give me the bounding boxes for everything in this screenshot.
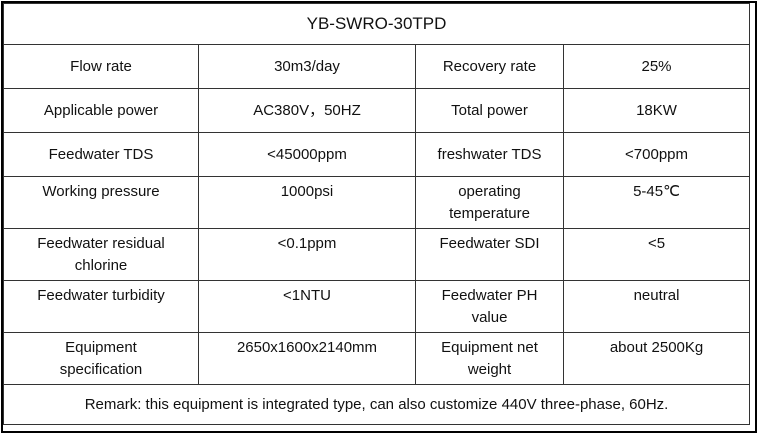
table-row: Flow rate 30m3/day Recovery rate 25% [3,44,751,89]
title-row: YB-SWRO-30TPD [2,3,751,45]
param-name: Recovery rate [415,44,564,89]
param-name: Equipment net weight [415,332,564,385]
param-value: 1000psi [198,176,416,229]
param-name: Working pressure [3,176,199,229]
param-value: <5 [562,228,751,281]
param-value: <0.1ppm [198,228,416,281]
param-value: 5-45℃ [562,176,751,229]
param-name: Feedwater TDS [3,132,199,177]
param-value: 18KW [562,88,751,133]
table-row: Equipment specification 2650x1600x2140mm E… [3,332,751,385]
param-name: freshwater TDS [415,132,564,177]
spec-table: YB-SWRO-30TPD Flow rate 30m3/day Recovery … [2,3,751,425]
table-row: Feedwater turbidity <1NTU Feedwater PH val… [3,280,751,333]
param-value: neutral [562,280,751,333]
param-name: Applicable power [3,88,199,133]
param-name: operating temperature [415,176,564,229]
table-row: Feedwater TDS <45000ppm freshwater TDS <700… [3,132,751,177]
table-row: Working pressure 1000psi operating tempera… [3,176,751,229]
param-name: Feedwater turbidity [3,280,199,333]
param-value: AC380V，50HZ [198,88,416,133]
param-name: Equipment specification [3,332,199,385]
param-name: Total power [415,88,564,133]
param-name: Feedwater SDI [415,228,564,281]
table-title: YB-SWRO-30TPD [2,3,751,45]
param-value: <1NTU [198,280,416,333]
param-value: 25% [562,44,751,89]
param-value: about 2500Kg [562,332,751,385]
param-name: Feedwater residual chlorine [3,228,199,281]
remark-row: Remark: this equipment is integrated typ… [2,384,751,425]
param-value: 2650x1600x2140mm [198,332,416,385]
param-value: <700ppm [562,132,751,177]
param-value: <45000ppm [198,132,416,177]
table-row: Applicable power AC380V，50HZ Total power 18… [3,88,751,133]
param-value: 30m3/day [198,44,416,89]
param-name: Flow rate [3,44,199,89]
remark: Remark: this equipment is integrated typ… [2,384,751,425]
param-name: Feedwater PH value [415,280,564,333]
table-row: Feedwater residual chlorine <0.1ppm Feedwa… [3,228,751,281]
